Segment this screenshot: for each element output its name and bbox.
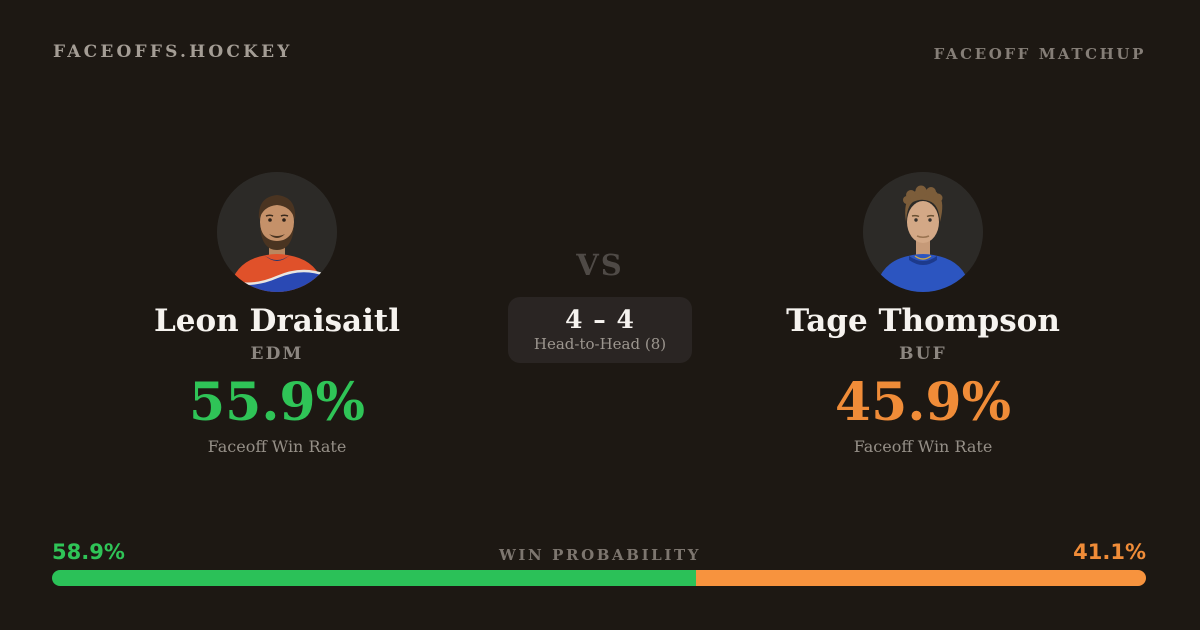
player-avatar-right	[863, 172, 983, 292]
team-code-left: EDM	[250, 344, 304, 365]
player-photo-icon	[217, 172, 337, 292]
player-card-right: Tage Thompson BUF 45.9% Faceoff Win Rate	[733, 172, 1113, 456]
player-name-left: Leon Draisaitl	[153, 303, 401, 339]
page-label: FACEOFF MATCHUP	[933, 45, 1146, 63]
head-to-head-label: Head-to-Head (8)	[533, 335, 667, 354]
head-to-head-score: 4 – 4	[565, 304, 635, 334]
win-bar-right-segment	[696, 570, 1146, 586]
win-bar-left-segment	[52, 570, 697, 586]
head-to-head-card: 4 – 4 Head-to-Head (8)	[507, 296, 693, 364]
win-probability-left-pct: 58.9%	[52, 540, 125, 564]
player-avatar-left	[217, 172, 337, 292]
team-code-right: BUF	[899, 344, 947, 365]
faceoff-win-rate-label-right: Faceoff Win Rate	[853, 437, 993, 457]
matchup-center: VS 4 – 4 Head-to-Head (8)	[500, 248, 700, 364]
player-name-right: Tage Thompson	[786, 303, 1060, 339]
faceoff-win-rate-label-left: Faceoff Win Rate	[207, 437, 347, 457]
win-probability-right-pct: 41.1%	[1073, 540, 1146, 564]
win-probability-label: WIN PROBABILITY	[498, 546, 702, 564]
vs-label: VS	[576, 248, 624, 282]
faceoff-win-rate-left: 55.9%	[188, 372, 366, 434]
player-photo-icon	[863, 172, 983, 292]
faceoff-win-rate-right: 45.9%	[834, 372, 1012, 434]
player-card-left: Leon Draisaitl EDM 55.9% Faceoff Win Rat…	[87, 172, 467, 456]
brand-logo: FACEOFFS.HOCKEY	[53, 42, 293, 62]
win-probability-bar	[52, 570, 1146, 586]
